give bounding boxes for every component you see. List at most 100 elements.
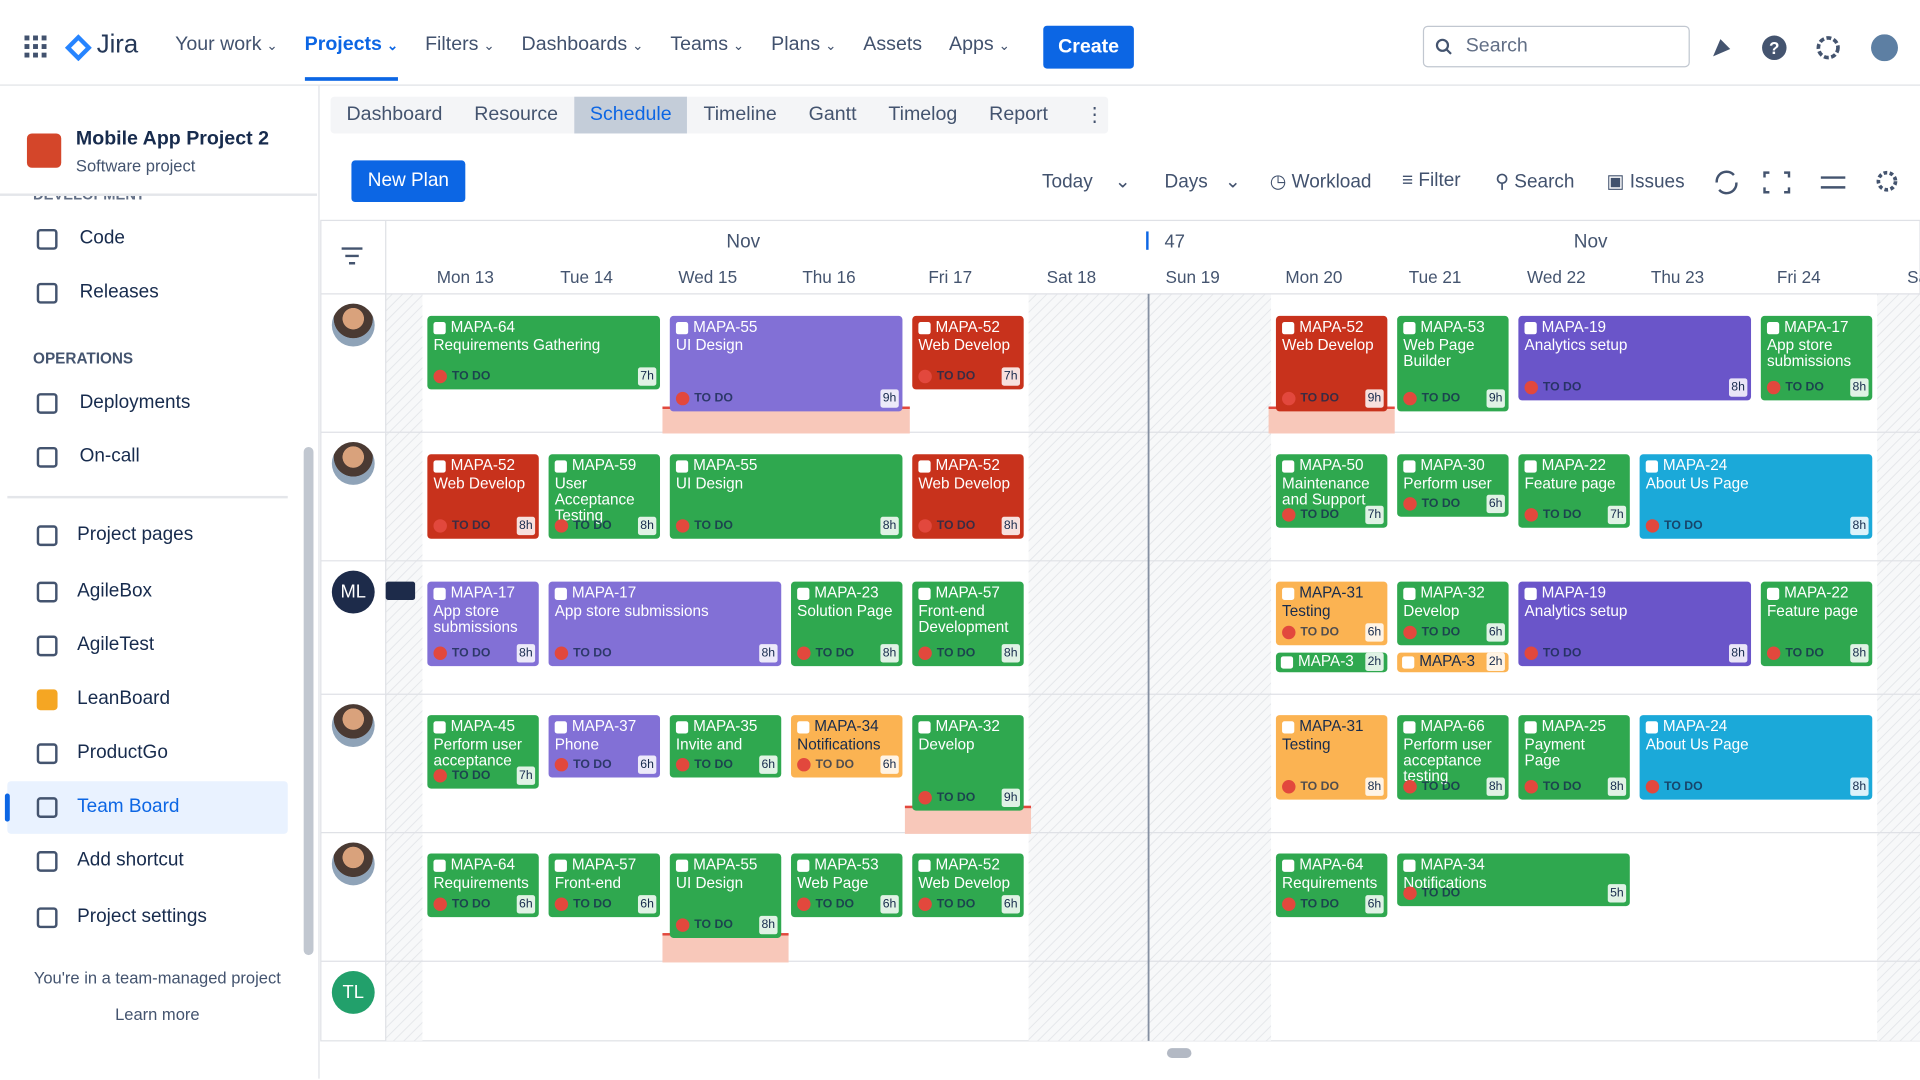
task-card[interactable]: MAPA-3 2h xyxy=(1397,652,1509,673)
days-dropdown[interactable]: Days ⌄ xyxy=(1164,171,1241,193)
issues-button[interactable]: ▣ Issues xyxy=(1606,171,1685,193)
task-card[interactable]: MAPA-3 2h xyxy=(1275,652,1388,673)
sidebar-item[interactable]: Add shortcut xyxy=(7,835,287,888)
task-card[interactable]: MAPA-25 Payment Page TO DO 8h xyxy=(1518,715,1630,800)
nav-item[interactable]: Plans ⌄ xyxy=(771,34,836,56)
task-card[interactable]: MAPA-24 About Us Page TO DO 8h xyxy=(1639,715,1873,800)
sidebar-item[interactable]: Code xyxy=(7,213,287,266)
nav-item[interactable]: Apps ⌄ xyxy=(949,34,1010,56)
task-card[interactable]: MAPA-32 Develop TO DO 9h xyxy=(912,715,1024,811)
task-card[interactable]: MAPA-22 Feature page TO DO 7h xyxy=(1518,454,1630,528)
task-card[interactable]: MAPA-31 Testing TO DO 8h xyxy=(1275,715,1388,800)
sidebar-item[interactable]: Deployments xyxy=(7,377,287,430)
task-card[interactable]: MAPA-35 Invite and TO DO 6h xyxy=(669,715,782,778)
tab[interactable]: Report xyxy=(989,104,1048,125)
task-card[interactable]: MAPA-30 Perform user TO DO 6h xyxy=(1397,454,1509,517)
task-card[interactable]: MAPA-59 User Acceptance Testing TO DO 8h xyxy=(548,454,661,539)
new-plan-button[interactable]: New Plan xyxy=(351,160,466,203)
sidebar-item[interactable]: Project settings xyxy=(7,891,287,944)
sidebar-item[interactable]: Team Board xyxy=(4,781,288,834)
nav-item[interactable]: Filters ⌄ xyxy=(425,34,495,56)
task-card[interactable]: MAPA-52 Web Develop TO DO 9h xyxy=(1275,315,1388,412)
sidebar-item[interactable]: LeanBoard xyxy=(7,673,287,726)
task-card[interactable]: MAPA-52 Web Develop TO DO 8h xyxy=(427,454,539,539)
sidebar-item[interactable]: Releases xyxy=(7,267,287,320)
task-header: MAPA-55 xyxy=(675,857,775,873)
task-title: Analytics setup xyxy=(1524,602,1628,620)
product-name[interactable]: Jira xyxy=(96,30,139,59)
task-card[interactable]: MAPA-17 App store submissions TO DO 8h xyxy=(1760,315,1873,401)
task-card[interactable]: MAPA-34 Notifications TO DO 6h xyxy=(791,715,903,778)
task-card[interactable]: MAPA-37 Phone TO DO 6h xyxy=(548,715,661,778)
user-avatar[interactable] xyxy=(1871,34,1898,62)
help-icon[interactable] xyxy=(1762,35,1787,61)
today-dropdown[interactable]: Today ⌄ xyxy=(1042,171,1131,193)
fullscreen-icon[interactable] xyxy=(1763,171,1791,194)
search-placeholder[interactable]: Search xyxy=(1465,35,1528,57)
status-icon xyxy=(554,519,569,533)
task-card[interactable]: MAPA-52 Web Develop TO DO 6h xyxy=(912,853,1024,918)
task-card[interactable]: MAPA-31 Testing TO DO 6h xyxy=(1275,581,1388,646)
nav-item[interactable]: Projects ⌄ xyxy=(304,34,399,81)
status-icon xyxy=(1282,625,1296,640)
tab[interactable]: Gantt xyxy=(808,104,857,125)
notifications-icon[interactable] xyxy=(1713,39,1731,57)
settings-sliders-icon[interactable] xyxy=(1820,176,1846,189)
task-card[interactable]: MAPA-45 Perform user acceptance TO DO 7h xyxy=(427,715,539,789)
task-card[interactable]: MAPA-52 Web Develop TO DO 7h xyxy=(912,315,1024,390)
task-card[interactable]: MAPA-32 Develop TO DO 6h xyxy=(1397,581,1509,646)
task-card[interactable]: MAPA-64 Requirements TO DO 6h xyxy=(427,853,539,918)
task-card[interactable]: MAPA-57 Front-end TO DO 6h xyxy=(548,853,661,918)
sidebar-item[interactable]: AgileBox xyxy=(7,566,287,619)
task-card[interactable]: MAPA-22 Feature page TO DO 8h xyxy=(1760,581,1873,667)
task-card[interactable]: MAPA-64 Requirements Gathering TO DO 7h xyxy=(427,315,661,390)
task-card[interactable]: MAPA-53 Web Page TO DO 6h xyxy=(791,853,903,918)
sidebar-item[interactable]: On-call xyxy=(7,431,287,484)
task-card[interactable]: MAPA-19 Analytics setup TO DO 8h xyxy=(1518,315,1752,401)
tab[interactable]: Schedule xyxy=(574,96,688,134)
task-card[interactable]: MAPA-50 Maintenance and Support TO DO 7h xyxy=(1275,454,1388,528)
task-card[interactable]: MAPA-53 Web Page Builder TO DO 9h xyxy=(1397,315,1509,412)
settings-icon[interactable] xyxy=(1816,36,1840,60)
task-card[interactable]: MAPA-55 UI Design TO DO 9h xyxy=(669,315,903,412)
workload-button[interactable]: ◷ Workload xyxy=(1269,171,1372,193)
task-card[interactable]: MAPA-52 Web Develop TO DO 8h xyxy=(912,454,1024,539)
tab[interactable]: Resource xyxy=(474,104,559,125)
create-button[interactable]: Create xyxy=(1043,25,1134,69)
tab[interactable]: Timelog xyxy=(888,104,958,125)
refresh-icon[interactable] xyxy=(1715,170,1738,195)
filter-button[interactable]: ≡ Filter xyxy=(1402,170,1461,192)
task-card[interactable]: MAPA-57 Front-end Development TO DO 8h xyxy=(912,581,1024,667)
board-settings-icon[interactable] xyxy=(1876,170,1898,192)
tab[interactable]: Timeline xyxy=(703,104,777,125)
task-card[interactable]: MAPA-24 About Us Page TO DO 8h xyxy=(1639,454,1873,539)
task-card[interactable]: MAPA-66 Perform user acceptance testing TO… xyxy=(1397,715,1509,800)
sidebar-icon xyxy=(36,635,58,657)
search-box[interactable] xyxy=(1422,25,1690,68)
sidebar-item[interactable]: Project pages xyxy=(7,509,287,562)
task-hours: 6h xyxy=(1486,623,1505,642)
task-card[interactable]: MAPA-55 UI Design TO DO 8h xyxy=(669,454,903,539)
nav-item[interactable]: Your work ⌄ xyxy=(175,34,278,56)
footer-link[interactable]: Learn more xyxy=(115,1005,200,1024)
tab[interactable]: Dashboard xyxy=(346,104,443,125)
nav-item[interactable]: Assets xyxy=(863,34,922,56)
task-card[interactable]: MAPA-64 Requirements TO DO 6h xyxy=(1275,853,1388,918)
tabs-more[interactable]: ⋮ xyxy=(1084,105,1105,127)
sidebar-item[interactable]: AgileTest xyxy=(7,620,287,673)
sidebar-item[interactable]: ProductGo xyxy=(7,727,287,780)
search-button[interactable]: ⚲ Search xyxy=(1495,171,1575,193)
task-card[interactable]: MAPA-55 UI Design TO DO 8h xyxy=(669,853,782,938)
task-card[interactable]: MAPA-19 Analytics setup TO DO 8h xyxy=(1518,581,1752,667)
nav-item-label: Dashboards xyxy=(521,34,628,56)
app-switcher[interactable] xyxy=(24,35,47,58)
task-card[interactable]: MAPA-23 Solution Page TO DO 8h xyxy=(791,581,903,667)
task-card[interactable]: MAPA-17 App store submissions TO DO 8h xyxy=(427,581,539,667)
nav-item[interactable]: Dashboards ⌄ xyxy=(522,34,644,56)
task-status: TO DO xyxy=(1766,645,1824,661)
task-card[interactable]: MAPA-34 Notifications TO DO 5h xyxy=(1397,853,1630,907)
task-title: Develop xyxy=(1403,602,1460,620)
jira-logo[interactable] xyxy=(64,34,92,62)
task-card[interactable]: MAPA-17 App store submissions TO DO 8h xyxy=(548,581,782,667)
nav-item[interactable]: Teams ⌄ xyxy=(670,34,744,56)
